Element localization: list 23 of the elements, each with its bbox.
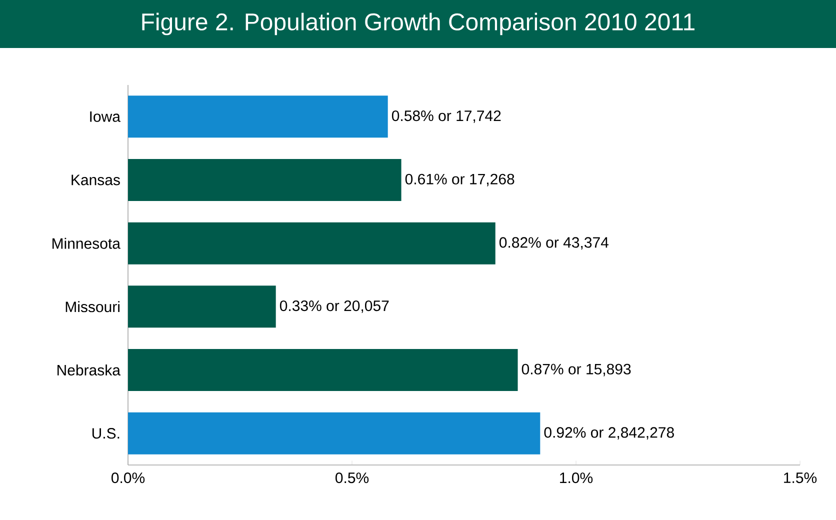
x-tick-label: 0.0% (112, 472, 145, 484)
bar (128, 349, 518, 392)
data-label: 0.87% or 15,893 (522, 364, 631, 376)
bar (128, 286, 276, 328)
bar (128, 159, 402, 202)
data-label: 0.33% or 20,057 (280, 300, 389, 313)
data-label: 0.92% or 2,842,278 (544, 427, 674, 440)
data-label: 0.58% or 17,742 (392, 110, 501, 123)
chart-title: Figure 2. Population Growth Comparison 2010 2011 (142, 12, 694, 36)
data-label: 0.82% or 43,374 (499, 237, 609, 250)
y-tick-label: Minnesota (52, 238, 120, 249)
y-tick-label: Missouri (66, 301, 120, 312)
y-tick-label: Nebraska (58, 364, 120, 376)
data-label: 0.61% or 17,268 (405, 174, 514, 186)
bar (128, 412, 540, 454)
x-tick-label: 0.5% (336, 472, 369, 484)
y-tick-label: U.S. (92, 428, 120, 439)
x-tick-label: 1.5% (784, 472, 817, 484)
y-tick-label: Iowa (90, 111, 120, 122)
bar (128, 96, 388, 138)
bar (128, 222, 496, 264)
y-tick-label: Kansas (72, 174, 120, 186)
x-tick-label: 1.0% (560, 472, 593, 484)
